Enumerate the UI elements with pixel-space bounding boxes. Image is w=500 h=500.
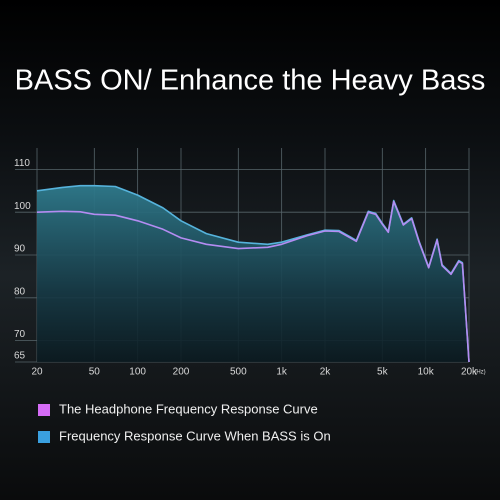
y-tick-label: 70 [14, 329, 26, 340]
x-tick-label: 100 [129, 367, 146, 378]
x-tick-label: 20 [31, 367, 43, 378]
line [36, 200, 470, 363]
x-tick-label: 5k [377, 367, 389, 378]
y-tick-label: 110 [14, 158, 30, 169]
legend-label: The Headphone Frequency Response Curve [59, 401, 318, 416]
x-tick-label: 2k [320, 367, 332, 378]
x-tick-label: 10k [418, 367, 435, 378]
legend-swatch [38, 431, 50, 443]
y-tick-label: 80 [14, 286, 26, 297]
y-tick-label: 65 [14, 351, 26, 362]
legend-swatch [38, 404, 50, 416]
y-tick-label: 90 [14, 244, 26, 255]
y-tick-label: 100 [14, 201, 31, 212]
x-axis-unit: (Hz) [474, 370, 485, 376]
x-tick-label: 1k [276, 367, 288, 378]
x-tick-label: 50 [89, 367, 101, 378]
x-tick-label: 200 [173, 367, 190, 378]
x-tick-label: 500 [230, 367, 247, 378]
x-tick-label: 20k [461, 367, 478, 378]
legend-label: Frequency Response Curve When BASS is On [59, 428, 331, 443]
chart-title: BASS ON/ Enhance the Heavy Bass [15, 65, 486, 97]
